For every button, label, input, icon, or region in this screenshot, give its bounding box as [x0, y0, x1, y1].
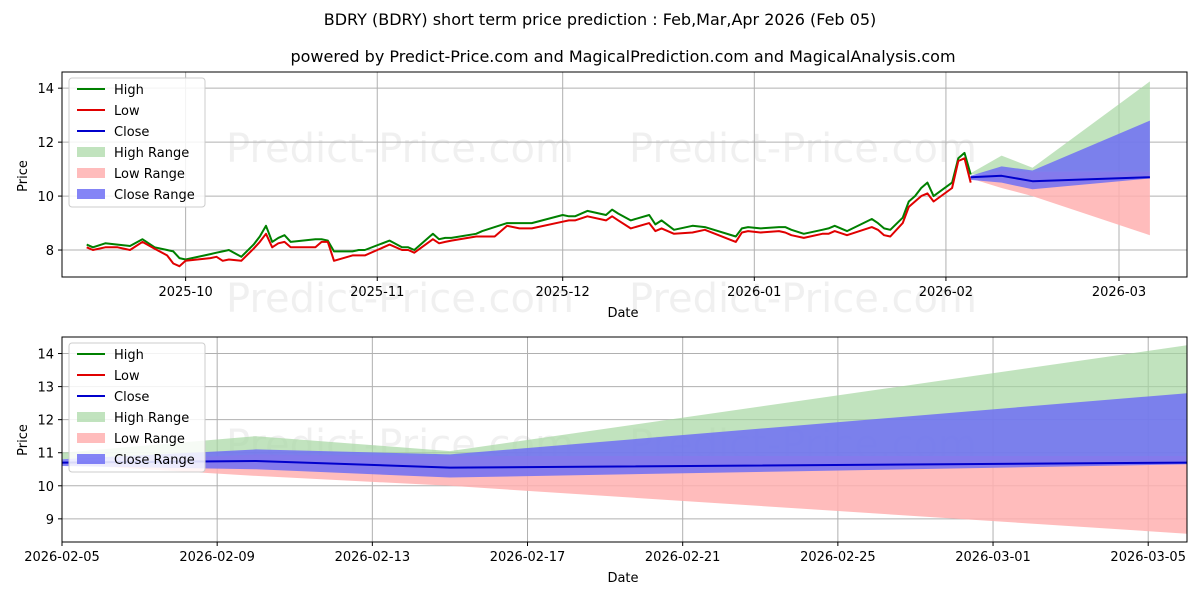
low-range-band [62, 454, 1187, 534]
legend-label-low-range: Low Range [114, 432, 185, 447]
x-tick-label: 2026-03-01 [955, 550, 1031, 565]
x-tick-label: 2025-10 [158, 285, 212, 300]
close-line [970, 174, 1150, 183]
y-tick-label: 14 [37, 348, 54, 363]
x-tick-label: 2026-03 [1092, 285, 1146, 300]
y-tick-label: 11 [37, 447, 54, 462]
legend-swatch-low-range [77, 168, 105, 178]
legend-swatch-close-range [77, 454, 105, 464]
top-series-lines [86, 151, 1150, 268]
legend-swatch-low-range [77, 433, 105, 443]
top-ticks: 2025-10 2025-11 2025-12 2026-01 2026-02 2026-… [37, 82, 1146, 300]
x-tick-label: 2025-12 [536, 285, 590, 300]
legend-label-high-range: High Range [114, 146, 189, 161]
y-tick-label: 10 [37, 190, 54, 205]
legend-label-low-range: Low Range [114, 167, 185, 182]
close-range-band [62, 393, 1187, 478]
y-tick-label: 14 [37, 82, 54, 97]
legend-label-close: Close [114, 390, 149, 405]
x-tick-label: 2026-02-05 [24, 550, 100, 565]
top-range-bands [970, 81, 1150, 236]
legend-label-low: Low [114, 369, 140, 384]
top-legend: High Low Close High Range Low Range Close Ran… [68, 77, 206, 208]
y-tick-label: 10 [37, 480, 54, 495]
high-line [86, 151, 972, 261]
watermark-mid-1: Predict-Price.com [226, 276, 574, 322]
bottom-ticks: 2026-02-05 2026-02-09 2026-02-13 2026-02-17… [24, 348, 1186, 565]
legend-label-high: High [114, 348, 144, 363]
x-tick-label: 2026-02-09 [179, 550, 255, 565]
x-tick-label: 2025-11 [350, 285, 404, 300]
bottom-x-axis-label: Date [607, 571, 638, 586]
watermark-top-1: Predict-Price.com [226, 126, 574, 172]
x-tick-label: 2026-03-05 [1110, 550, 1186, 565]
x-tick-label: 2026-02-17 [490, 550, 566, 565]
top-panel: Predict-Price.com Predict-Price.com Pred… [16, 71, 1188, 322]
x-tick-label: 2026-02 [919, 285, 973, 300]
y-tick-label: 9 [46, 513, 54, 528]
bottom-y-axis-label: Price [16, 424, 31, 456]
bottom-range-bands [62, 345, 1187, 534]
x-tick-label: 2026-02-21 [645, 550, 721, 565]
x-tick-label: 2026-02-25 [800, 550, 876, 565]
legend-label-high-range: High Range [114, 411, 189, 426]
legend-swatch-close-range [77, 189, 105, 199]
legend-label-close-range: Close Range [114, 188, 195, 203]
y-tick-label: 8 [46, 244, 54, 259]
y-tick-label: 12 [37, 136, 54, 151]
legend-label-low: Low [114, 104, 140, 119]
close-range-band [970, 120, 1150, 190]
x-tick-label: 2026-01 [727, 285, 781, 300]
bottom-legend: High Low Close High Range Low Range Close Ran… [68, 342, 206, 473]
legend-label-close-range: Close Range [114, 453, 195, 468]
y-tick-label: 12 [37, 414, 54, 429]
watermark-mid-2: Predict-Price.com [629, 276, 977, 322]
low-line [86, 157, 972, 268]
top-axes-frame [61, 71, 1188, 278]
legend-swatch-high-range [77, 412, 105, 422]
low-range-band [970, 170, 1150, 236]
top-y-axis-label: Price [16, 160, 31, 192]
bottom-axes-frame [61, 336, 1188, 543]
legend-label-close: Close [114, 125, 149, 140]
x-tick-label: 2026-02-13 [335, 550, 411, 565]
watermark-top-2: Predict-Price.com [629, 126, 977, 172]
chart-title: BDRY (BDRY) short term price prediction … [324, 10, 877, 29]
bottom-panel: Predict-Price.com Predict-Price.com 2026… [16, 336, 1188, 586]
legend-swatch-high-range [77, 147, 105, 157]
chart-subtitle: powered by Predict-Price.com and Magical… [290, 47, 955, 66]
y-tick-label: 13 [37, 381, 54, 396]
top-x-axis-label: Date [607, 306, 638, 321]
legend-label-high: High [114, 83, 144, 98]
